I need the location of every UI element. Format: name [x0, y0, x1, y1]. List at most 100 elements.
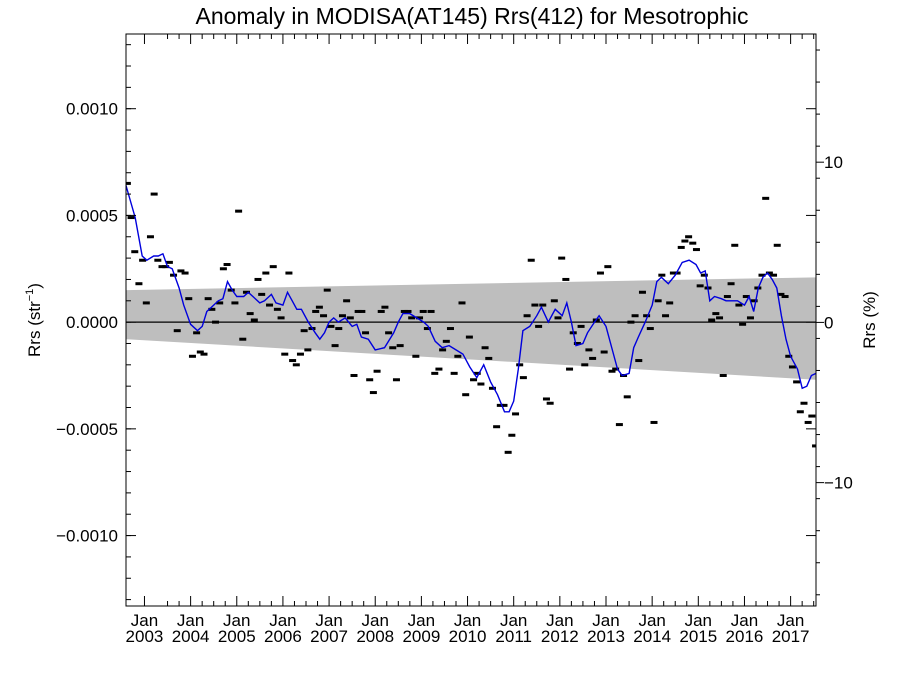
monthly-point-61 — [358, 309, 366, 313]
monthly-point-144 — [677, 245, 685, 249]
monthly-point-49 — [312, 309, 320, 313]
monthly-point-73 — [404, 309, 412, 313]
monthly-point-114 — [562, 277, 570, 281]
monthly-point-153 — [712, 312, 720, 316]
monthly-point-50 — [315, 305, 323, 309]
monthly-point-119 — [581, 363, 589, 367]
monthly-point-74 — [408, 316, 416, 320]
monthly-point-6 — [146, 235, 154, 239]
monthly-point-15 — [181, 271, 189, 275]
monthly-point-63 — [366, 378, 374, 382]
monthly-point-30 — [239, 337, 247, 341]
monthly-point-94 — [485, 356, 493, 360]
monthly-point-170 — [777, 292, 785, 296]
monthly-point-179 — [812, 444, 816, 448]
monthly-point-69 — [389, 346, 397, 350]
monthly-point-146 — [685, 235, 693, 239]
x-tick-month-label: Jan — [500, 611, 527, 630]
monthly-point-68 — [385, 331, 393, 335]
monthly-point-37 — [266, 303, 274, 307]
monthly-point-28 — [231, 301, 239, 305]
monthly-point-9 — [158, 265, 166, 269]
monthly-point-85 — [450, 371, 458, 375]
y-tick-label: −0.0010 — [56, 527, 118, 546]
monthly-point-125 — [604, 265, 612, 269]
monthly-point-67 — [381, 305, 389, 309]
monthly-point-102 — [516, 363, 524, 367]
x-tick-year-label: 2009 — [402, 627, 440, 646]
monthly-point-96 — [493, 425, 501, 429]
monthly-point-99 — [504, 450, 512, 454]
monthly-point-12 — [170, 273, 178, 277]
monthly-point-130 — [623, 395, 631, 399]
monthly-point-57 — [343, 299, 351, 303]
monthly-point-31 — [242, 290, 250, 294]
monthly-point-142 — [669, 271, 677, 275]
monthly-point-44 — [292, 363, 300, 367]
monthly-point-11 — [165, 260, 173, 264]
monthly-point-97 — [496, 403, 504, 407]
monthly-point-136 — [646, 327, 654, 331]
monthly-point-159 — [735, 303, 743, 307]
monthly-point-80 — [431, 371, 439, 375]
monthly-point-93 — [481, 346, 489, 350]
plot-inner — [126, 181, 816, 454]
monthly-point-86 — [454, 354, 462, 358]
monthly-point-163 — [750, 299, 758, 303]
monthly-point-2 — [131, 250, 139, 254]
x-tick-month-label: Jan — [223, 611, 250, 630]
plot-frame — [125, 33, 817, 607]
monthly-point-13 — [173, 329, 181, 333]
monthly-point-54 — [331, 344, 339, 348]
monthly-point-161 — [742, 295, 750, 299]
monthly-point-118 — [577, 324, 585, 328]
y-right-tick-label: −10 — [824, 474, 853, 493]
x-tick-month-label: Jan — [177, 611, 204, 630]
monthly-point-52 — [323, 288, 331, 292]
y-axis-title-superscript: −1 — [24, 289, 36, 302]
monthly-point-46 — [300, 329, 308, 333]
monthly-point-156 — [723, 295, 731, 299]
monthly-point-76 — [416, 316, 424, 320]
monthly-point-56 — [338, 314, 346, 318]
monthly-point-88 — [462, 393, 470, 397]
x-tick-year-label: 2006 — [264, 627, 302, 646]
monthly-point-157 — [727, 282, 735, 286]
monthly-point-41 — [281, 352, 289, 356]
monthly-point-121 — [589, 356, 597, 360]
monthly-point-171 — [781, 295, 789, 299]
monthly-point-40 — [277, 316, 285, 320]
monthly-point-155 — [719, 373, 727, 377]
monthly-point-134 — [638, 290, 646, 294]
x-tick-month-label: Jan — [731, 611, 758, 630]
monthly-point-45 — [296, 352, 304, 356]
monthly-point-25 — [219, 267, 227, 271]
chart-title: Anomaly in MODISA(AT145) Rrs(412) for Me… — [195, 3, 748, 29]
monthly-point-135 — [643, 314, 651, 318]
monthly-point-149 — [696, 284, 704, 288]
monthly-point-27 — [227, 288, 235, 292]
monthly-point-65 — [373, 369, 381, 373]
monthly-point-70 — [392, 378, 400, 382]
monthly-point-109 — [542, 397, 550, 401]
monthly-point-138 — [654, 299, 662, 303]
smoothed-series-line — [126, 185, 816, 413]
monthly-point-115 — [566, 367, 574, 371]
monthly-point-42 — [285, 271, 293, 275]
monthly-point-83 — [442, 339, 450, 343]
monthly-point-127 — [612, 367, 620, 371]
x-tick-year-label: 2007 — [310, 627, 348, 646]
monthly-point-113 — [558, 256, 566, 260]
monthly-point-79 — [427, 309, 435, 313]
monthly-point-36 — [262, 271, 270, 275]
x-tick-year-label: 2013 — [587, 627, 625, 646]
monthly-point-59 — [350, 373, 358, 377]
x-tick-year-label: 2008 — [356, 627, 394, 646]
monthly-point-117 — [573, 341, 581, 345]
monthly-point-154 — [716, 316, 724, 320]
y-tick-label: 0.0005 — [66, 206, 118, 225]
monthly-point-100 — [508, 433, 516, 437]
monthly-point-166 — [762, 196, 770, 200]
monthly-point-106 — [531, 303, 539, 307]
